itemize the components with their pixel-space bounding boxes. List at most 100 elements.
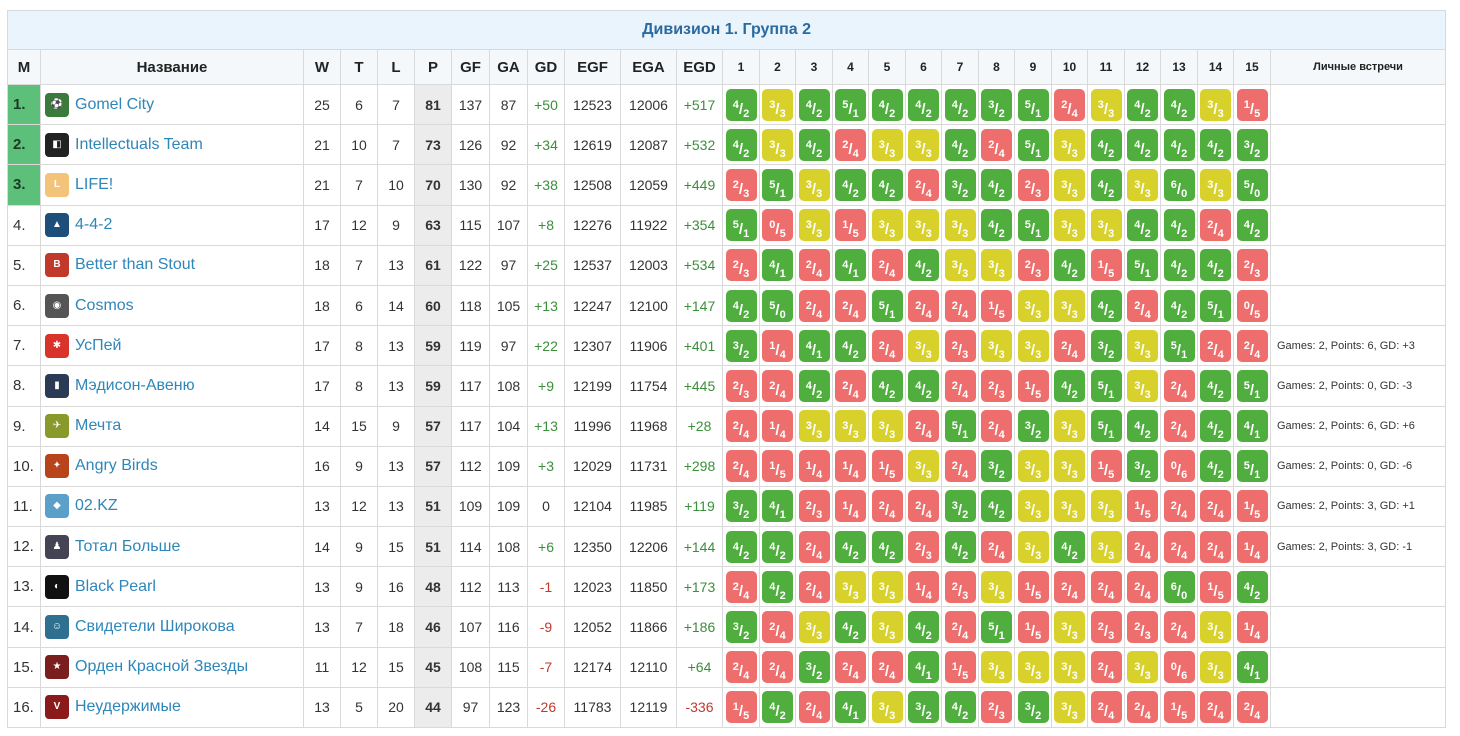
match-result-badge[interactable]: 3/3 [871,128,903,161]
match-result-badge[interactable]: 2/4 [944,289,976,322]
match-result-badge[interactable]: 5/1 [835,88,866,121]
match-result-badge[interactable]: 2/4 [1200,530,1231,563]
match-result-badge[interactable]: 4/2 [1163,88,1195,121]
match-result-badge[interactable]: 1/4 [835,450,866,483]
match-result-badge[interactable]: 3/3 [1054,128,1085,161]
match-result-badge[interactable]: 3/3 [1017,651,1049,684]
match-result-badge[interactable]: 4/2 [798,88,830,121]
match-result-badge[interactable]: 5/1 [1163,329,1195,362]
match-result-badge[interactable]: 4/2 [944,530,976,563]
match-result-badge[interactable]: 4/2 [725,88,757,121]
match-result-badge[interactable]: 4/2 [944,128,976,161]
match-result-badge[interactable]: 4/2 [762,530,793,563]
match-result-badge[interactable]: 1/5 [1017,570,1049,603]
match-result-badge[interactable]: 3/2 [725,490,757,523]
match-result-badge[interactable]: 2/3 [1127,611,1158,644]
match-result-badge[interactable]: 3/2 [908,691,939,724]
match-result-badge[interactable]: 4/1 [762,249,793,282]
match-result-badge[interactable]: 2/4 [944,450,976,483]
match-result-badge[interactable]: 6/0 [1163,570,1195,603]
match-result-badge[interactable]: 5/1 [1017,128,1049,161]
match-result-badge[interactable]: 2/4 [798,249,830,282]
match-result-badge[interactable]: 3/3 [908,209,939,242]
match-result-badge[interactable]: 2/4 [1054,329,1085,362]
match-result-badge[interactable]: 1/5 [871,450,903,483]
team-link[interactable]: Орден Красной Звезды [75,658,249,676]
match-result-badge[interactable]: 3/2 [725,329,757,362]
match-result-badge[interactable]: 3/3 [1054,289,1085,322]
match-result-badge[interactable]: 5/1 [725,209,757,242]
match-result-badge[interactable]: 4/2 [762,691,793,724]
match-result-badge[interactable]: 2/4 [871,329,903,362]
match-result-badge[interactable]: 1/5 [1127,490,1158,523]
match-result-badge[interactable]: 4/2 [1200,128,1231,161]
match-result-badge[interactable]: 4/2 [1200,249,1231,282]
match-result-badge[interactable]: 2/4 [725,450,757,483]
match-result-badge[interactable]: 1/5 [1017,369,1049,402]
match-result-badge[interactable]: 5/0 [1236,168,1268,201]
match-result-badge[interactable]: 4/2 [908,88,939,121]
match-result-badge[interactable]: 3/3 [944,249,976,282]
match-result-badge[interactable]: 4/2 [908,369,939,402]
match-result-badge[interactable]: 3/3 [1054,209,1085,242]
match-result-badge[interactable]: 4/2 [871,369,903,402]
match-result-badge[interactable]: 2/4 [871,651,903,684]
match-result-badge[interactable]: 2/4 [1163,490,1195,523]
match-result-badge[interactable]: 4/2 [762,570,793,603]
match-result-badge[interactable]: 2/4 [1200,490,1231,523]
match-result-badge[interactable]: 2/3 [908,530,939,563]
match-result-badge[interactable]: 2/4 [1127,530,1158,563]
team-link[interactable]: Тотал Больше [75,537,181,555]
match-result-badge[interactable]: 3/3 [762,88,793,121]
match-result-badge[interactable]: 1/4 [762,410,793,443]
match-result-badge[interactable]: 3/3 [908,450,939,483]
match-result-badge[interactable]: 5/1 [1090,369,1122,402]
match-result-badge[interactable]: 2/4 [908,410,939,443]
match-result-badge[interactable]: 2/4 [835,289,866,322]
match-result-badge[interactable]: 4/2 [835,329,866,362]
match-result-badge[interactable]: 3/2 [798,651,830,684]
team-link[interactable]: 02.KZ [75,497,118,515]
match-result-badge[interactable]: 1/4 [835,490,866,523]
match-result-badge[interactable]: 2/3 [725,168,757,201]
match-result-badge[interactable]: 4/2 [1163,128,1195,161]
match-result-badge[interactable]: 0/5 [1236,289,1268,322]
match-result-badge[interactable]: 2/4 [762,611,793,644]
match-result-badge[interactable]: 2/4 [908,168,939,201]
match-result-badge[interactable]: 2/4 [725,410,757,443]
match-result-badge[interactable]: 3/2 [981,450,1012,483]
match-result-badge[interactable]: 3/3 [1200,651,1231,684]
match-result-badge[interactable]: 2/4 [981,410,1012,443]
match-result-badge[interactable]: 2/3 [981,369,1012,402]
match-result-badge[interactable]: 4/1 [798,329,830,362]
match-result-badge[interactable]: 3/3 [1127,329,1158,362]
team-link[interactable]: Intellectuals Team [75,135,203,153]
match-result-badge[interactable]: 3/3 [1054,691,1085,724]
match-result-badge[interactable]: 4/2 [944,88,976,121]
match-result-badge[interactable]: 3/3 [908,128,939,161]
match-result-badge[interactable]: 4/1 [835,249,866,282]
match-result-badge[interactable]: 2/3 [944,329,976,362]
match-result-badge[interactable]: 5/1 [1017,209,1049,242]
match-result-badge[interactable]: 2/4 [1163,369,1195,402]
match-result-badge[interactable]: 2/4 [1127,691,1158,724]
team-link[interactable]: Angry Birds [75,457,158,475]
match-result-badge[interactable]: 5/1 [1090,410,1122,443]
match-result-badge[interactable]: 1/5 [1236,88,1268,121]
match-result-badge[interactable]: 2/4 [1200,209,1231,242]
match-result-badge[interactable]: 3/3 [981,651,1012,684]
match-result-badge[interactable]: 1/4 [1236,611,1268,644]
match-result-badge[interactable]: 3/2 [1017,410,1049,443]
match-result-badge[interactable]: 4/2 [871,88,903,121]
match-result-badge[interactable]: 5/1 [1200,289,1231,322]
match-result-badge[interactable]: 4/2 [908,249,939,282]
match-result-badge[interactable]: 5/1 [944,410,976,443]
match-result-badge[interactable]: 2/4 [871,490,903,523]
match-result-badge[interactable]: 4/2 [1200,410,1231,443]
match-result-badge[interactable]: 3/3 [1200,168,1231,201]
match-result-badge[interactable]: 3/3 [1054,611,1085,644]
match-result-badge[interactable]: 2/4 [944,611,976,644]
match-result-badge[interactable]: 3/3 [1054,450,1085,483]
match-result-badge[interactable]: 3/3 [798,168,830,201]
match-result-badge[interactable]: 3/2 [1017,691,1049,724]
